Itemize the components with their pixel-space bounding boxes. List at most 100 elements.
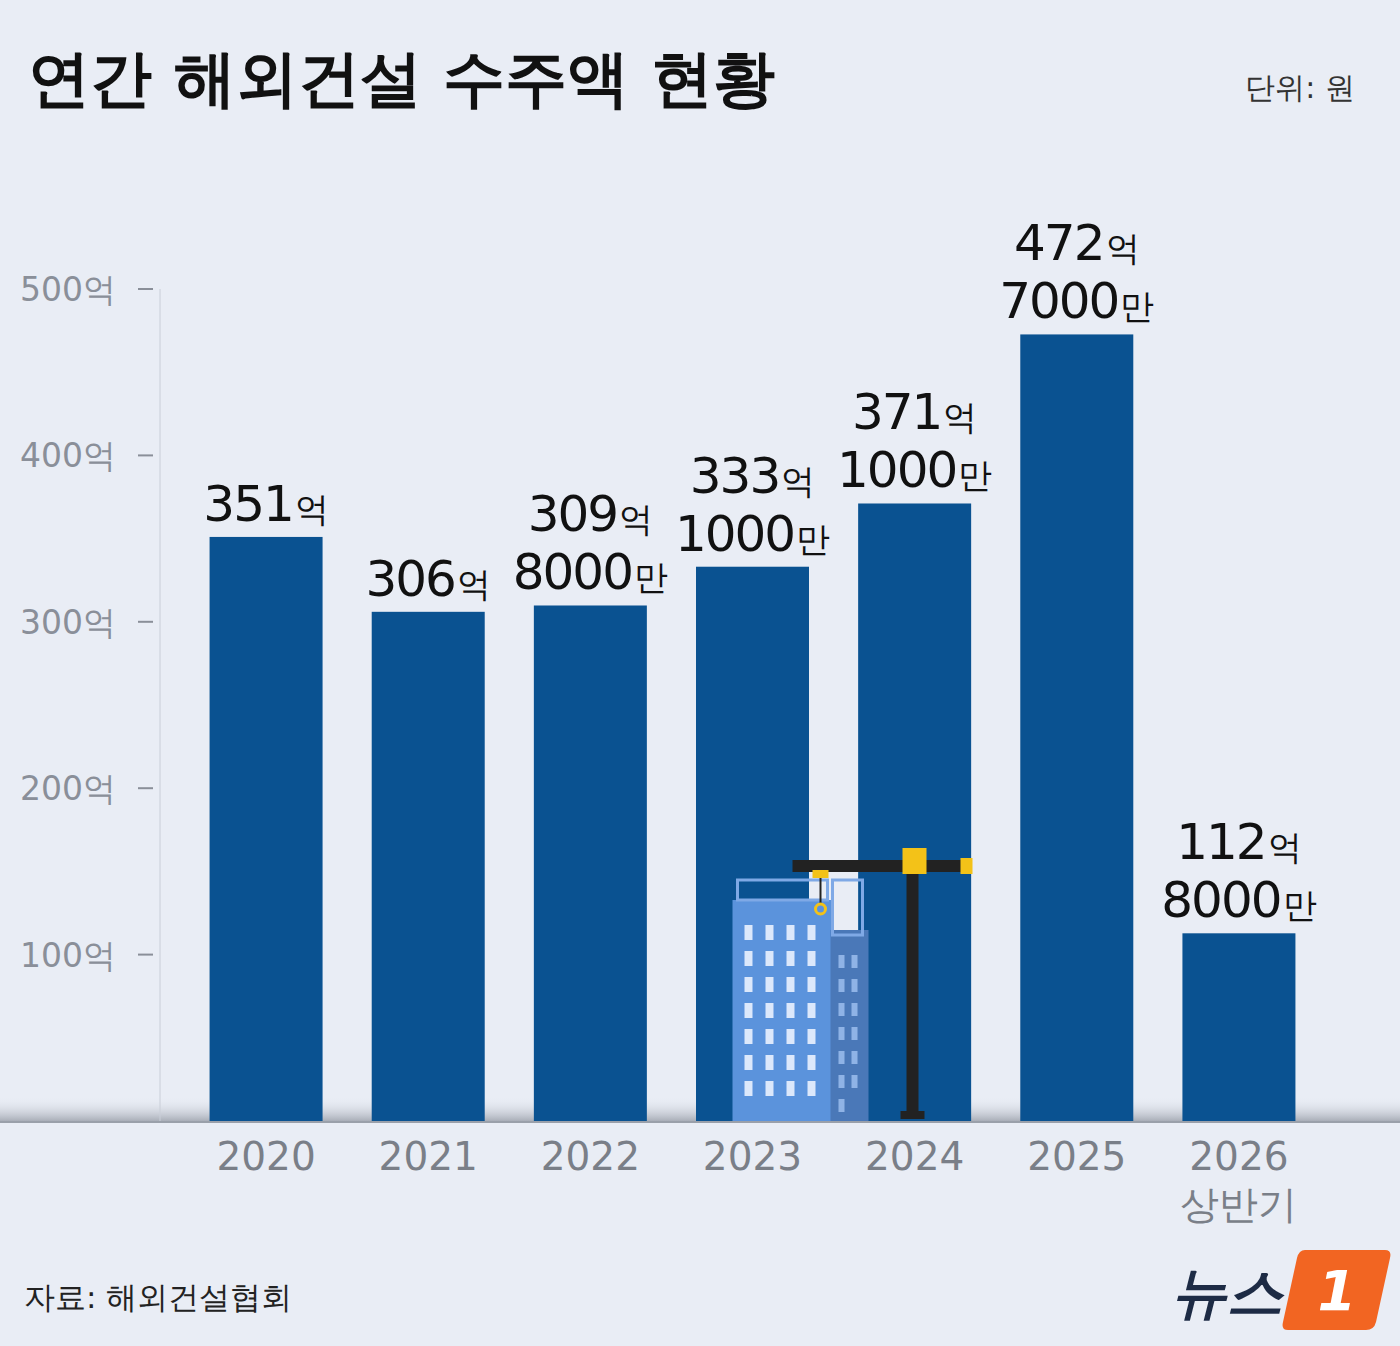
y-tick <box>138 454 153 456</box>
y-tick-label: 200억 <box>20 769 116 808</box>
crane-base <box>901 1111 925 1119</box>
window <box>852 955 858 968</box>
window <box>766 925 774 940</box>
window <box>787 1081 795 1096</box>
scaffold <box>833 880 863 935</box>
x-tick-label: 2025 <box>1027 1134 1126 1179</box>
data-label-number: 309 <box>528 485 617 543</box>
data-label-unit: 억 <box>1106 228 1140 268</box>
data-label: 112억8000만 <box>1161 813 1316 929</box>
x-tick-label: 2024 <box>865 1134 964 1179</box>
window <box>787 1003 795 1018</box>
window <box>766 1003 774 1018</box>
data-label-number: 371 <box>852 383 941 441</box>
logo-number: 1 <box>1318 1258 1357 1323</box>
x-tick-label: 2020 <box>216 1134 315 1179</box>
window <box>808 977 816 992</box>
data-label-unit: 만 <box>1120 286 1154 326</box>
data-label-line: 472억 <box>1014 214 1139 272</box>
data-label-unit: 만 <box>634 557 668 597</box>
data-label-line: 309억 <box>528 485 653 543</box>
window <box>852 979 858 992</box>
data-label-number: 472 <box>1014 214 1103 272</box>
crane-trolley <box>813 870 829 878</box>
window <box>787 925 795 940</box>
window <box>808 925 816 940</box>
bar <box>534 605 647 1121</box>
data-label-number: 7000 <box>999 272 1118 330</box>
chart-canvas: 연간 해외건설 수주액 현황단위: 원100억200억300억400억500억3… <box>0 0 1400 1346</box>
x-tick-label-line: 2024 <box>865 1134 964 1179</box>
chart-title: 연간 해외건설 수주액 현황 <box>28 42 775 115</box>
window <box>839 1003 845 1016</box>
background <box>0 0 1400 1346</box>
y-axis-line <box>160 289 161 1121</box>
window <box>839 1051 845 1064</box>
window <box>745 1029 753 1044</box>
data-label-number: 112 <box>1176 813 1265 871</box>
baseline <box>0 1121 1400 1123</box>
data-label: 309억8000만 <box>513 485 668 601</box>
x-tick-label-line: 상반기 <box>1180 1182 1297 1227</box>
scaffold <box>738 880 828 900</box>
window <box>745 951 753 966</box>
window <box>839 979 845 992</box>
data-label-line: 306억 <box>365 550 490 608</box>
window <box>745 1081 753 1096</box>
data-label-number: 333 <box>690 447 779 505</box>
window <box>787 1055 795 1070</box>
bar <box>858 503 971 1121</box>
window <box>766 1055 774 1070</box>
x-tick-label: 2026상반기 <box>1180 1134 1297 1227</box>
data-label-unit: 만 <box>958 455 992 495</box>
window <box>839 1027 845 1040</box>
data-label-unit: 억 <box>457 564 491 604</box>
y-tick-label: 400억 <box>20 436 116 475</box>
bar <box>372 612 485 1121</box>
window <box>787 977 795 992</box>
y-tick <box>138 954 153 956</box>
window <box>745 1055 753 1070</box>
window <box>808 1029 816 1044</box>
bar <box>210 537 323 1121</box>
x-tick-label-line: 2021 <box>379 1134 478 1179</box>
data-label-number: 1000 <box>837 441 956 499</box>
crane-weight <box>961 858 973 874</box>
bars <box>210 334 1296 1121</box>
data-label-line: 7000만 <box>999 272 1154 330</box>
data-label-unit: 억 <box>1268 827 1302 867</box>
x-tick-label-line: 2023 <box>703 1134 802 1179</box>
data-label: 371억1000만 <box>837 383 992 499</box>
x-tick-label: 2021 <box>379 1134 478 1179</box>
window <box>852 1003 858 1016</box>
y-tick-label: 300억 <box>20 603 116 642</box>
data-label-unit: 억 <box>295 489 329 529</box>
bar <box>1182 933 1295 1121</box>
y-tick <box>138 621 153 623</box>
window <box>808 1081 816 1096</box>
building <box>733 900 833 1121</box>
window <box>808 1003 816 1018</box>
source: 자료: 해외건설협회 <box>24 1279 292 1315</box>
crane-hook <box>816 904 826 914</box>
window <box>839 1099 845 1112</box>
data-label-line: 1000만 <box>675 505 830 563</box>
data-label-line: 8000만 <box>1161 871 1316 929</box>
x-tick-label: 2023 <box>703 1134 802 1179</box>
window <box>852 1027 858 1040</box>
data-label-unit: 억 <box>943 397 977 437</box>
data-label: 472억7000만 <box>999 214 1154 330</box>
x-tick-label-line: 2020 <box>216 1134 315 1179</box>
x-tick-label-line: 2025 <box>1027 1134 1126 1179</box>
construction-illustration <box>733 848 973 1121</box>
data-label-line: 333억 <box>690 447 815 505</box>
data-label: 306억 <box>365 550 490 608</box>
window <box>787 951 795 966</box>
data-label-number: 351 <box>203 475 292 533</box>
window <box>745 925 753 940</box>
window <box>766 1081 774 1096</box>
logo-text: 뉴스 <box>1171 1260 1285 1325</box>
window <box>839 955 845 968</box>
window <box>766 977 774 992</box>
data-label-unit: 만 <box>1283 885 1317 925</box>
